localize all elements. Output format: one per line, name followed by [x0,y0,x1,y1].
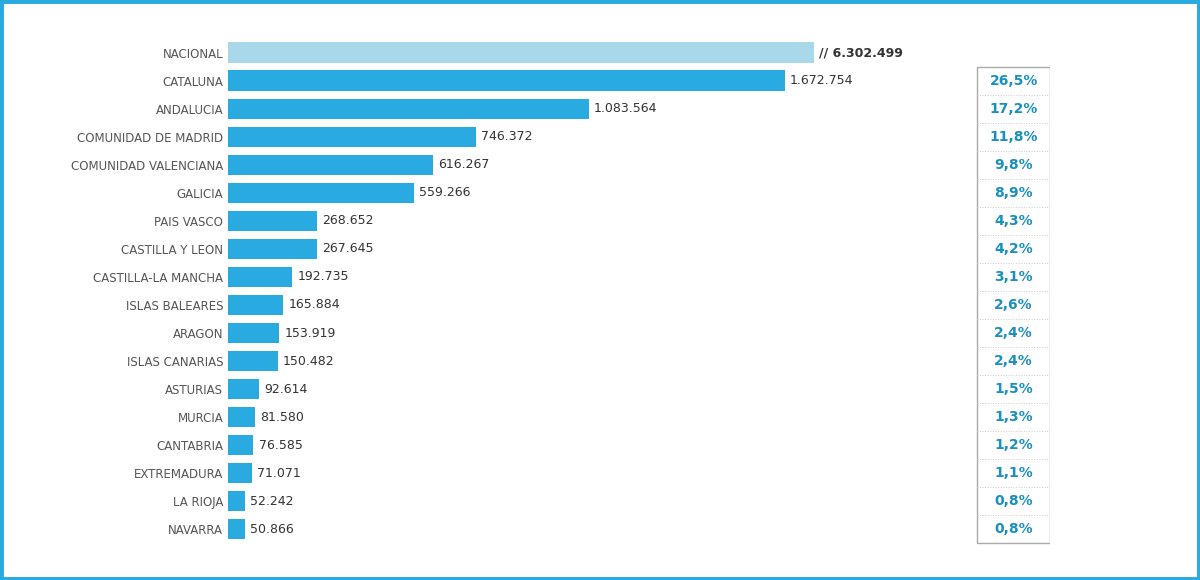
Text: 1,3%: 1,3% [995,410,1033,424]
Text: 2,4%: 2,4% [995,354,1033,368]
Text: 559.266: 559.266 [419,186,470,200]
Text: 4,2%: 4,2% [995,242,1033,256]
Bar [228,42,814,63]
Text: 76.585: 76.585 [258,438,302,452]
Text: 4,3%: 4,3% [995,214,1033,228]
Text: 52.242: 52.242 [251,495,294,508]
Bar [228,71,785,90]
Text: 165.884: 165.884 [288,299,340,311]
Bar [228,491,245,512]
Bar [228,379,259,399]
Text: 92.614: 92.614 [264,383,307,396]
Text: 1,5%: 1,5% [995,382,1033,396]
Bar [228,183,414,203]
Text: 616.267: 616.267 [438,158,490,171]
Bar [228,267,292,287]
Bar [228,99,589,119]
Text: 11,8%: 11,8% [989,130,1038,144]
Bar [228,407,256,427]
Text: 0,8%: 0,8% [995,494,1033,508]
Bar [228,351,278,371]
Bar [228,126,476,147]
Bar [228,211,318,231]
Text: 26,5%: 26,5% [990,74,1038,88]
Text: 268.652: 268.652 [323,215,374,227]
Bar [228,295,283,315]
Text: 267.645: 267.645 [322,242,373,255]
Text: // 6.302.499: // 6.302.499 [818,46,902,59]
Bar [228,435,253,455]
Text: 746.372: 746.372 [481,130,533,143]
Text: 1,2%: 1,2% [995,438,1033,452]
Text: 192.735: 192.735 [298,270,349,284]
Text: 0,8%: 0,8% [995,523,1033,536]
Text: 2,6%: 2,6% [995,298,1033,312]
Text: 150.482: 150.482 [283,354,335,368]
Text: 1.083.564: 1.083.564 [594,102,658,115]
Text: 1,1%: 1,1% [995,466,1033,480]
Text: 9,8%: 9,8% [995,158,1033,172]
Bar [228,155,433,175]
Text: 50.866: 50.866 [250,523,294,536]
Text: 2,4%: 2,4% [995,326,1033,340]
Text: 71.071: 71.071 [257,467,300,480]
Bar [228,323,280,343]
Bar [228,463,252,483]
Text: 3,1%: 3,1% [995,270,1033,284]
FancyBboxPatch shape [977,67,1050,543]
Text: 81.580: 81.580 [260,411,304,423]
Text: 17,2%: 17,2% [990,102,1038,115]
Text: 153.919: 153.919 [284,327,336,339]
Bar [228,519,245,539]
Text: 8,9%: 8,9% [995,186,1033,200]
Text: 1.672.754: 1.672.754 [790,74,853,87]
Bar [228,239,317,259]
